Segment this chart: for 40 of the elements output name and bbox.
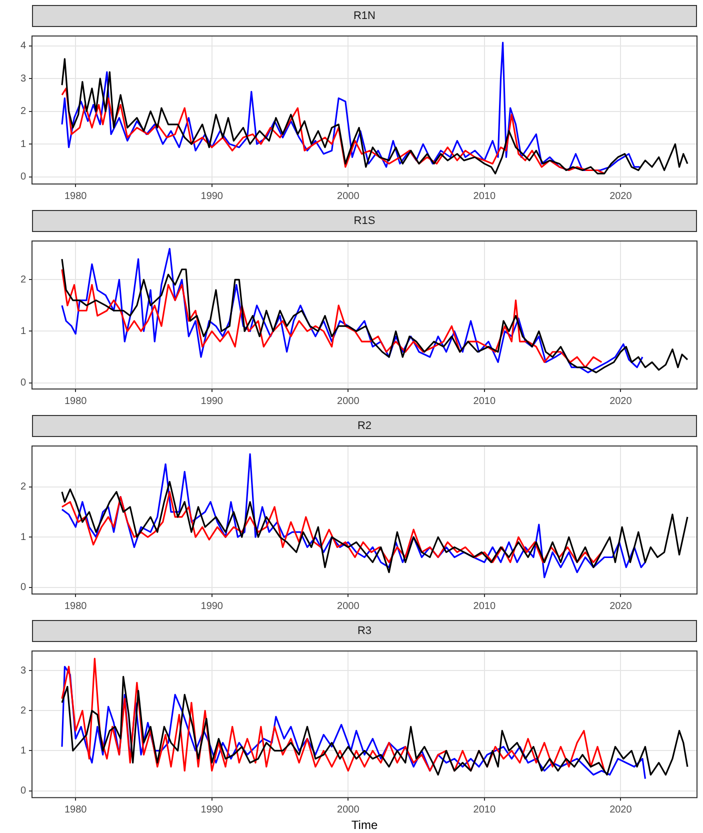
- x-tick-label: 2010: [473, 396, 496, 407]
- y-tick-label: 0: [20, 582, 26, 594]
- y-tick-label: 1: [20, 326, 26, 337]
- y-tick-label: 2: [20, 705, 26, 716]
- y-tick-label: 0: [20, 378, 26, 389]
- x-tick-label: 1980: [64, 396, 88, 407]
- chart-title: R2: [32, 415, 697, 437]
- x-tick-label: 2020: [610, 190, 632, 202]
- y-tick-label: 4: [20, 40, 26, 52]
- y-tick-label: 0: [20, 786, 26, 797]
- x-tick-label: 2000: [337, 804, 360, 816]
- chart-title: R1N: [32, 5, 697, 27]
- x-tick-label: 2020: [610, 396, 632, 407]
- chart-title: R3: [32, 620, 697, 642]
- y-tick-label: 2: [20, 106, 26, 118]
- y-tick-label: 0: [20, 172, 26, 183]
- x-tick-label: 1990: [200, 600, 224, 612]
- x-tick-label: 2010: [473, 600, 496, 612]
- y-tick-label: 1: [20, 745, 26, 756]
- x-tick-label: 2020: [610, 804, 632, 816]
- y-tick-label: 3: [20, 665, 26, 676]
- x-tick-label: 2000: [337, 396, 360, 407]
- x-tick-label: 1990: [200, 804, 224, 816]
- x-tick-label: 2000: [337, 600, 360, 612]
- x-tick-label: 1980: [64, 600, 88, 612]
- x-tick-label: 1980: [64, 804, 88, 816]
- x-tick-label: 1990: [200, 396, 224, 407]
- y-tick-label: 2: [20, 274, 26, 286]
- y-tick-label: 1: [20, 532, 26, 543]
- x-tick-label: 2000: [337, 190, 360, 202]
- y-tick-label: 2: [20, 482, 26, 493]
- x-tick-label: 1980: [64, 190, 88, 202]
- y-tick-label: 1: [20, 138, 26, 150]
- x-tick-label: 2020: [610, 600, 632, 612]
- chart-title: R1S: [32, 210, 697, 232]
- x-tick-label: 2010: [473, 804, 496, 816]
- y-tick-label: 3: [20, 73, 26, 84]
- x-tick-label: 1990: [200, 190, 224, 202]
- x-tick-label: 2010: [473, 190, 496, 202]
- x-axis-title: Time: [351, 818, 378, 832]
